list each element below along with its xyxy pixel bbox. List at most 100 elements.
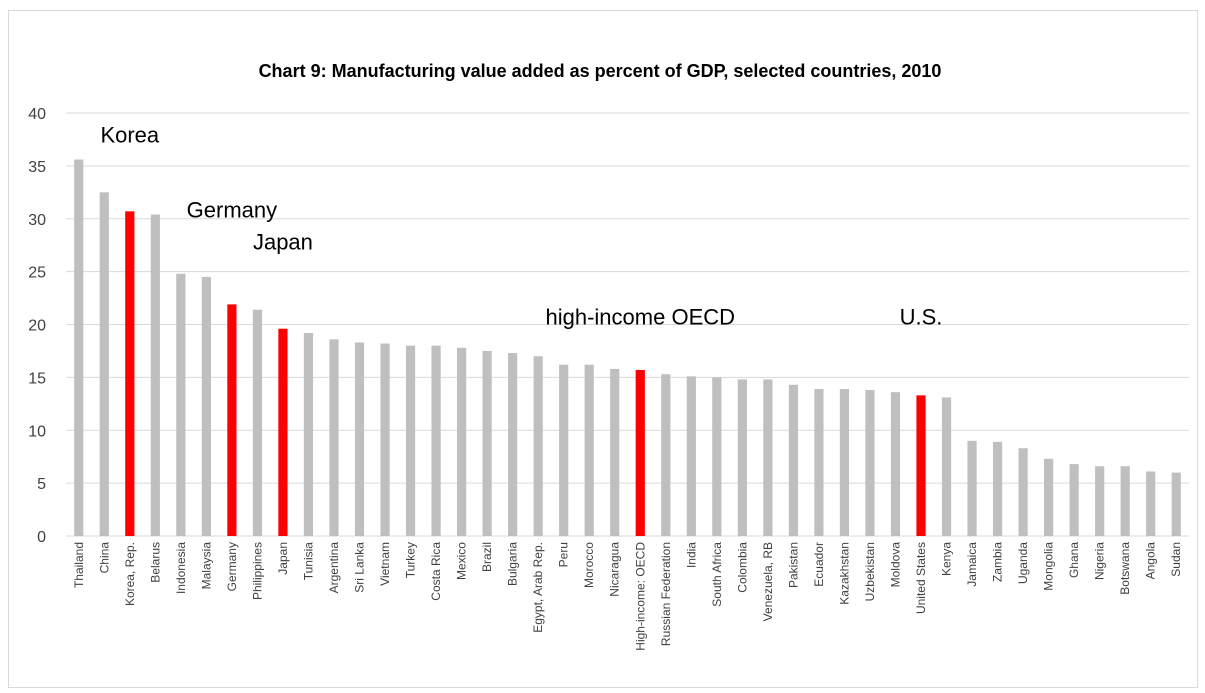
bar bbox=[508, 353, 518, 536]
x-tick-label: Kenya bbox=[940, 542, 954, 576]
annotations: Korea Germany Japan high-income OECD U.S. bbox=[100, 123, 942, 330]
y-tick-label: 20 bbox=[28, 318, 46, 335]
annotation-label: high-income OECD bbox=[546, 305, 736, 330]
x-tick-label: Philippines bbox=[250, 542, 264, 600]
bar bbox=[380, 343, 390, 536]
bar bbox=[303, 332, 314, 536]
bar bbox=[1069, 464, 1079, 536]
x-tick-label: South Africa bbox=[710, 542, 724, 607]
bar bbox=[1146, 471, 1156, 536]
y-tick-label: 0 bbox=[37, 529, 46, 546]
x-tick-label: Nigeria bbox=[1093, 542, 1107, 580]
bar bbox=[405, 345, 416, 536]
chart-title: Chart 9: Manufacturing value added as pe… bbox=[259, 61, 942, 81]
bar bbox=[559, 364, 569, 536]
bar bbox=[150, 214, 160, 536]
x-tick-label: United States bbox=[914, 542, 928, 614]
bar bbox=[99, 192, 109, 536]
bar bbox=[584, 364, 594, 536]
bar bbox=[201, 276, 211, 536]
bar bbox=[610, 368, 620, 536]
bar bbox=[176, 273, 186, 536]
y-tick-label: 10 bbox=[28, 423, 46, 440]
bar bbox=[890, 392, 901, 536]
x-tick-label: Ecuador bbox=[812, 542, 826, 587]
bar bbox=[712, 377, 722, 536]
x-tick-label: Moldova bbox=[888, 542, 902, 588]
x-tick-label: China bbox=[97, 542, 111, 574]
bar bbox=[278, 328, 288, 536]
x-tick-label: Angola bbox=[1144, 542, 1158, 580]
x-tick-label: Germany bbox=[225, 542, 239, 591]
x-tick-label: High-income: OECD bbox=[633, 542, 647, 651]
bar bbox=[1044, 458, 1054, 536]
x-tick-label: Pakistan bbox=[786, 542, 800, 588]
y-tick-label: 25 bbox=[28, 265, 46, 282]
annotation-label: Germany bbox=[187, 198, 277, 223]
bar bbox=[482, 350, 492, 536]
x-tick-label: Zambia bbox=[991, 542, 1005, 582]
bar bbox=[125, 211, 135, 536]
x-tick-label: Mexico bbox=[455, 542, 469, 580]
annotation-label: Korea bbox=[100, 123, 159, 148]
bars bbox=[74, 159, 1181, 536]
x-tick-label: Jamaica bbox=[965, 542, 979, 587]
bar bbox=[992, 441, 1003, 536]
bar bbox=[737, 379, 747, 536]
x-tick-label: Morocco bbox=[582, 542, 596, 588]
x-tick-label: Sri Lanka bbox=[353, 542, 367, 593]
annotation-label: Japan bbox=[253, 229, 313, 254]
x-tick-label: Venezuela, RB bbox=[761, 542, 775, 621]
y-tick-label: 5 bbox=[37, 476, 46, 493]
x-tick-label: India bbox=[684, 542, 698, 568]
x-tick-label: Mongolia bbox=[1042, 542, 1056, 591]
bar bbox=[74, 159, 84, 536]
x-tick-label: Uzbekistan bbox=[863, 542, 877, 601]
chart-svg: Chart 9: Manufacturing value added as pe… bbox=[28, 61, 1189, 651]
y-tick-label: 15 bbox=[28, 370, 46, 387]
bar bbox=[661, 374, 671, 536]
bar bbox=[686, 376, 696, 536]
bar bbox=[967, 440, 977, 536]
bar bbox=[252, 309, 263, 536]
x-tick-label: Kazakhstan bbox=[837, 542, 851, 605]
x-tick-label: Egypt, Arab Rep. bbox=[531, 542, 545, 633]
x-tick-label: Indonesia bbox=[174, 542, 188, 594]
x-tick-label: Russian Federation bbox=[659, 542, 673, 646]
x-tick-label: Ghana bbox=[1067, 542, 1081, 578]
x-tick-label: Nicaragua bbox=[608, 542, 622, 597]
bar bbox=[865, 390, 875, 536]
x-tick-label: Sudan bbox=[1169, 542, 1183, 577]
x-tick-label: Bulgaria bbox=[506, 542, 520, 586]
bar bbox=[763, 379, 773, 536]
bar bbox=[1095, 466, 1105, 536]
bar bbox=[814, 389, 824, 536]
bar bbox=[1018, 448, 1028, 536]
annotation-label: U.S. bbox=[900, 305, 943, 330]
bar bbox=[916, 395, 926, 536]
x-tick-label: Korea, Rep. bbox=[123, 542, 137, 606]
bar bbox=[839, 389, 850, 536]
x-tick-label: Japan bbox=[276, 542, 290, 575]
x-tick-label: Botswana bbox=[1118, 542, 1132, 595]
x-tick-label: Malaysia bbox=[199, 542, 213, 590]
x-tick-label: Costa Rica bbox=[429, 542, 443, 601]
bar bbox=[533, 356, 543, 536]
bar bbox=[1171, 472, 1181, 536]
x-tick-label: Tunisia bbox=[301, 542, 315, 581]
x-tick-label: Brazil bbox=[480, 542, 494, 572]
bar bbox=[457, 347, 467, 536]
x-tick-label: Belarus bbox=[148, 542, 162, 583]
bar bbox=[788, 384, 798, 536]
y-axis-ticks: 0 5 10 15 20 25 30 35 40 bbox=[28, 106, 46, 546]
bar bbox=[1120, 466, 1130, 536]
bar bbox=[431, 345, 441, 536]
x-tick-label: Argentina bbox=[327, 542, 341, 594]
x-tick-label: Thailand bbox=[72, 542, 86, 588]
bar bbox=[227, 304, 237, 536]
x-tick-label: Turkey bbox=[404, 542, 418, 578]
bar bbox=[941, 397, 952, 536]
bar bbox=[329, 339, 339, 536]
x-tick-label: Uganda bbox=[1016, 542, 1030, 584]
y-tick-label: 35 bbox=[28, 159, 46, 176]
